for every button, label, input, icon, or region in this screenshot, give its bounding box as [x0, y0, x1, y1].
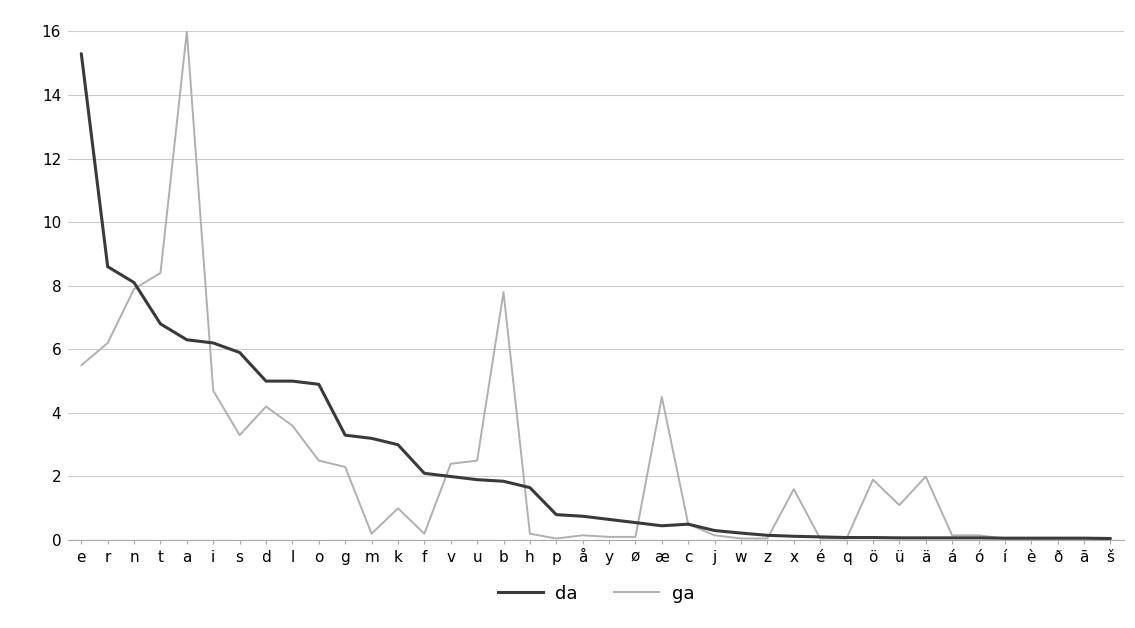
ga — [127, 285, 141, 293]
da — [233, 349, 246, 356]
ga — [1051, 534, 1065, 542]
da — [1103, 534, 1117, 542]
ga — [655, 393, 669, 401]
ga — [75, 362, 89, 369]
Line: ga: ga — [82, 31, 1110, 538]
ga — [972, 531, 985, 539]
da — [866, 534, 880, 541]
da — [312, 381, 326, 388]
da — [286, 377, 300, 385]
ga — [1025, 534, 1039, 542]
ga — [392, 504, 405, 512]
ga — [497, 288, 511, 296]
da — [575, 512, 589, 520]
da — [787, 533, 800, 540]
ga — [1077, 534, 1091, 542]
ga — [708, 531, 722, 539]
da — [708, 527, 722, 534]
da — [101, 263, 115, 271]
da — [919, 534, 933, 541]
ga — [787, 485, 800, 493]
ga — [919, 473, 933, 480]
da — [418, 470, 431, 477]
da — [945, 534, 959, 541]
ga — [814, 534, 827, 542]
ga — [312, 457, 326, 464]
ga — [338, 463, 352, 471]
da — [1051, 534, 1065, 542]
da — [338, 431, 352, 439]
da — [814, 533, 827, 541]
da — [760, 531, 774, 539]
ga — [575, 531, 589, 539]
ga — [444, 460, 457, 467]
da — [681, 521, 695, 528]
da — [470, 476, 484, 484]
da — [1025, 534, 1039, 542]
ga — [470, 457, 484, 464]
da — [892, 534, 906, 541]
da — [734, 529, 748, 537]
da — [444, 473, 457, 480]
ga — [866, 476, 880, 484]
da — [629, 519, 642, 526]
da — [603, 516, 616, 523]
ga — [153, 269, 167, 277]
da — [1077, 534, 1091, 542]
ga — [892, 501, 906, 509]
ga — [364, 530, 378, 538]
ga — [1103, 534, 1117, 542]
da — [364, 435, 378, 442]
da — [180, 336, 194, 344]
ga — [101, 339, 115, 347]
da — [972, 534, 985, 541]
Line: da: da — [82, 53, 1110, 538]
da — [392, 441, 405, 448]
ga — [233, 431, 246, 439]
da — [549, 511, 563, 519]
ga — [180, 28, 194, 35]
ga — [418, 530, 431, 538]
da — [655, 522, 669, 529]
ga — [681, 521, 695, 528]
da — [153, 320, 167, 328]
da — [127, 279, 141, 286]
ga — [734, 534, 748, 542]
da — [259, 377, 272, 385]
da — [840, 534, 854, 541]
ga — [286, 422, 300, 430]
da — [207, 339, 220, 347]
da — [523, 484, 537, 491]
ga — [523, 530, 537, 538]
ga — [259, 403, 272, 410]
da — [998, 534, 1011, 542]
da — [75, 50, 89, 57]
ga — [549, 534, 563, 542]
ga — [998, 534, 1011, 542]
ga — [760, 534, 774, 542]
ga — [207, 387, 220, 394]
Legend: da, ga: da, ga — [490, 578, 701, 610]
ga — [840, 534, 854, 542]
ga — [945, 531, 959, 539]
da — [497, 477, 511, 485]
ga — [629, 533, 642, 541]
ga — [603, 533, 616, 541]
